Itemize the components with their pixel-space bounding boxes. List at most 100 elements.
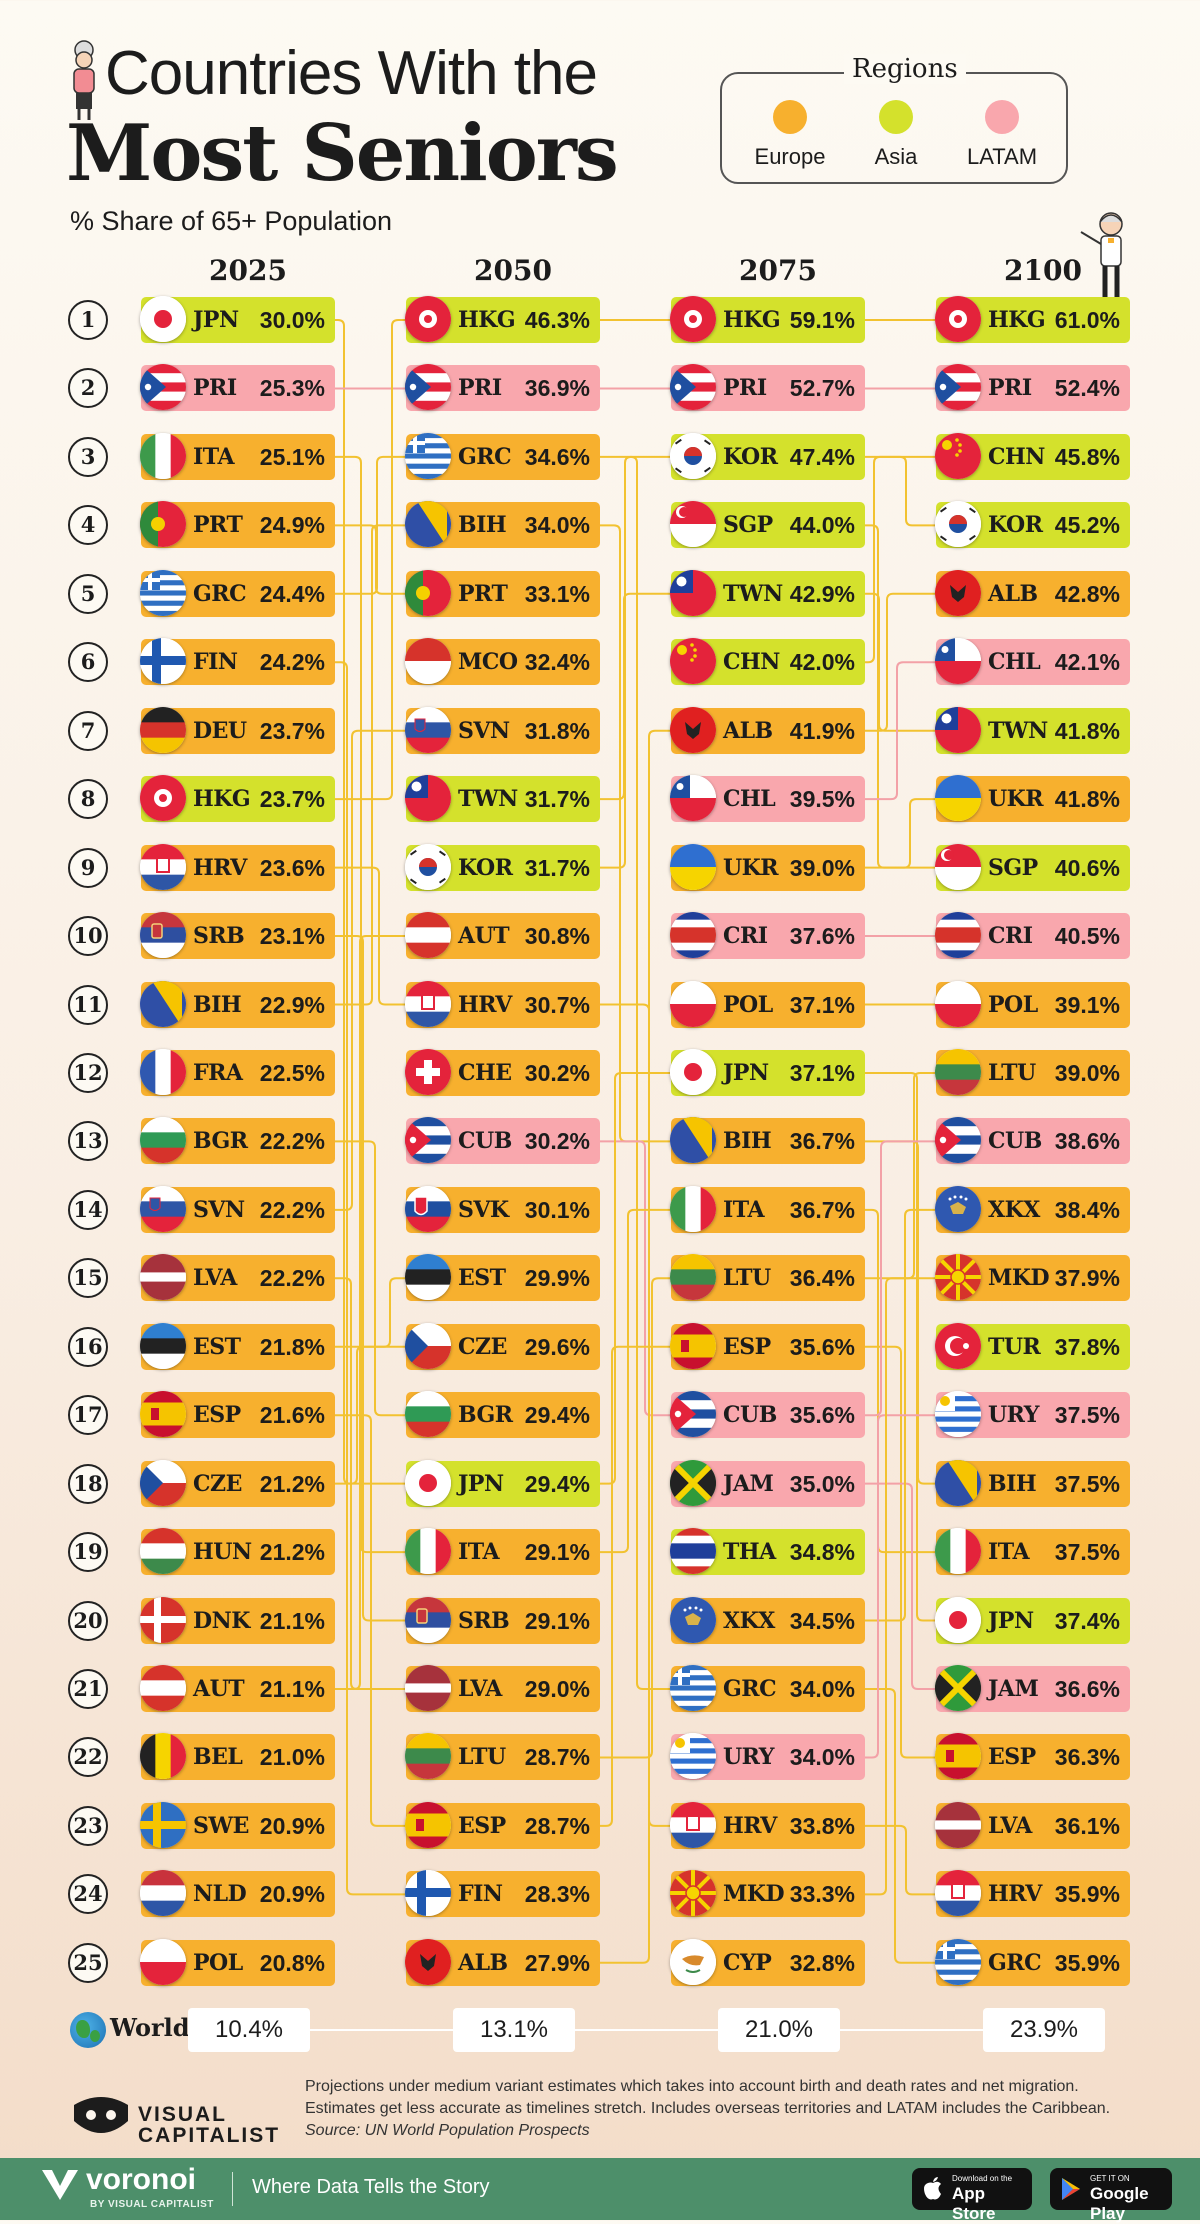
senior-share-value: 61.0% [1054, 307, 1120, 333]
rank-connector-esp [335, 1414, 406, 1827]
country-pill-pri-2025: PRI 25.3% [140, 364, 335, 412]
senior-share-value: 29.1% [524, 1539, 590, 1566]
flag-fin-icon [405, 1870, 451, 1917]
rank-badge: 13 [68, 1121, 108, 1162]
senior-share-value: 32.8% [789, 1949, 855, 1976]
country-code: PRT [458, 580, 508, 607]
flag-grc-icon [670, 1665, 716, 1711]
google-play-small-text: GET IT ON [1090, 2174, 1130, 2183]
senior-share-value: 22.5% [259, 1059, 325, 1086]
senior-share-value: 21.6% [259, 1402, 325, 1429]
senior-share-value: 33.3% [789, 1881, 855, 1908]
legend-item-asia: Asia [846, 100, 946, 170]
rank-badge: 9 [68, 847, 108, 888]
senior-share-value: 22.9% [259, 991, 325, 1018]
senior-share-value: 36.4% [789, 1265, 855, 1292]
flag-ltu-icon [405, 1733, 451, 1780]
senior-share-value: 37.1% [789, 1059, 855, 1086]
flag-grc-icon [405, 432, 451, 479]
legend-label-europe: Europe [754, 144, 826, 169]
rank-connector-hkg [335, 319, 406, 801]
flag-jpn-icon [405, 1459, 451, 1506]
year-header-2075: 2075 [739, 254, 817, 287]
country-pill-hkg-2075: HKG 59.1% [670, 296, 865, 343]
country-pill-hrv-2050: HRV 30.7% [405, 980, 600, 1028]
senior-share-value: 37.6% [789, 923, 855, 950]
senior-share-value: 30.2% [524, 1128, 590, 1155]
flag-deu-icon [140, 706, 186, 753]
rank-connector-srb [335, 935, 406, 1622]
country-code: HRV [988, 1881, 1042, 1908]
senior-share-value: 29.0% [524, 1676, 590, 1702]
country-code: XKX [988, 1196, 1040, 1223]
country-code: HKG [193, 786, 251, 813]
country-code: MKD [988, 1265, 1050, 1292]
country-pill-bel-2025: BEL 21.0% [140, 1733, 335, 1781]
senior-share-value: 42.8% [1054, 580, 1120, 607]
country-pill-pol-2075: POL 37.1% [670, 980, 865, 1028]
senior-share-value: 29.1% [524, 1607, 590, 1634]
country-code: CHN [723, 649, 780, 676]
flag-cri-icon [670, 912, 716, 959]
flag-ukr-icon [935, 775, 981, 822]
senior-share-value: 34.0% [789, 1744, 855, 1771]
rank-badge: 19 [68, 1532, 108, 1573]
senior-share-value: 21.0% [259, 1744, 325, 1771]
flag-kor-icon [935, 501, 981, 548]
country-pill-aut-2050: AUT 30.8% [405, 912, 600, 960]
senior-share-value: 25.1% [259, 443, 325, 470]
note-source: Source: UN World Population Prospects [305, 2122, 590, 2139]
senior-share-value: 30.2% [524, 1059, 590, 1086]
senior-share-value: 33.8% [789, 1812, 855, 1839]
flag-aut-icon [140, 1665, 186, 1711]
app-store-button[interactable]: Download on the App Store [912, 2168, 1032, 2223]
legend-dot-europe [773, 100, 807, 134]
flag-svk-icon [405, 1185, 451, 1232]
brand-visual: VISUAL [138, 2103, 228, 2126]
country-code: PRI [723, 375, 767, 402]
country-pill-fin-2050: FIN 28.3% [405, 1870, 600, 1918]
country-pill-ltu-2100: LTU 39.0% [935, 1048, 1130, 1096]
country-pill-alb-2100: ALB 42.8% [935, 569, 1130, 617]
country-pill-alb-2075: ALB 41.9% [670, 706, 865, 754]
country-pill-cub-2100: CUB 38.6% [935, 1117, 1130, 1165]
flag-prt-icon [405, 569, 451, 616]
legend-title: Regions [844, 54, 966, 84]
country-pill-hrv-2075: HRV 33.8% [670, 1801, 865, 1849]
senior-share-value: 34.0% [789, 1676, 855, 1702]
country-code: TWN [458, 786, 518, 813]
country-code: PRT [193, 512, 243, 539]
senior-share-value: 29.9% [524, 1265, 590, 1292]
country-pill-grc-2075: GRC 34.0% [670, 1665, 865, 1712]
country-code: HRV [723, 1812, 777, 1839]
rank-connector-ltu [600, 1277, 671, 1759]
senior-share-value: 30.8% [524, 923, 590, 950]
flag-chl-icon [670, 775, 716, 822]
country-code: BIH [458, 512, 507, 539]
senior-share-value: 37.5% [1054, 1470, 1120, 1497]
flag-srb-icon [405, 1596, 451, 1643]
rank-badge: 8 [68, 779, 108, 820]
year-header-2025: 2025 [209, 254, 287, 287]
senior-share-value: 35.0% [789, 1470, 855, 1497]
country-pill-xkx-2075: XKX 34.5% [670, 1596, 865, 1644]
country-code: URY [723, 1744, 775, 1771]
rank-connector-esp [865, 1345, 936, 1759]
google-play-button[interactable]: GET IT ON Google Play [1050, 2168, 1172, 2223]
senior-share-value: 29.6% [524, 1333, 590, 1360]
flag-nld-icon [140, 1870, 186, 1917]
senior-share-value: 21.1% [259, 1607, 325, 1634]
country-pill-bgr-2050: BGR 29.4% [405, 1391, 600, 1439]
senior-share-value: 40.6% [1054, 854, 1120, 881]
senior-share-value: 35.9% [1054, 1881, 1120, 1908]
country-pill-esp-2075: ESP 35.6% [670, 1322, 865, 1370]
chart-subtitle: % Share of 65+ Population [70, 206, 392, 236]
country-code: CHE [458, 1059, 512, 1086]
country-pill-twn-2050: TWN 31.7% [405, 775, 600, 823]
senior-share-value: 34.5% [789, 1607, 855, 1634]
country-pill-aut-2025: AUT 21.1% [140, 1665, 335, 1712]
country-pill-jpn-2075: JPN 37.1% [670, 1048, 865, 1096]
senior-share-value: 20.9% [259, 1881, 325, 1908]
flag-cyp-icon [670, 1938, 716, 1985]
senior-share-value: 36.1% [1054, 1812, 1120, 1839]
